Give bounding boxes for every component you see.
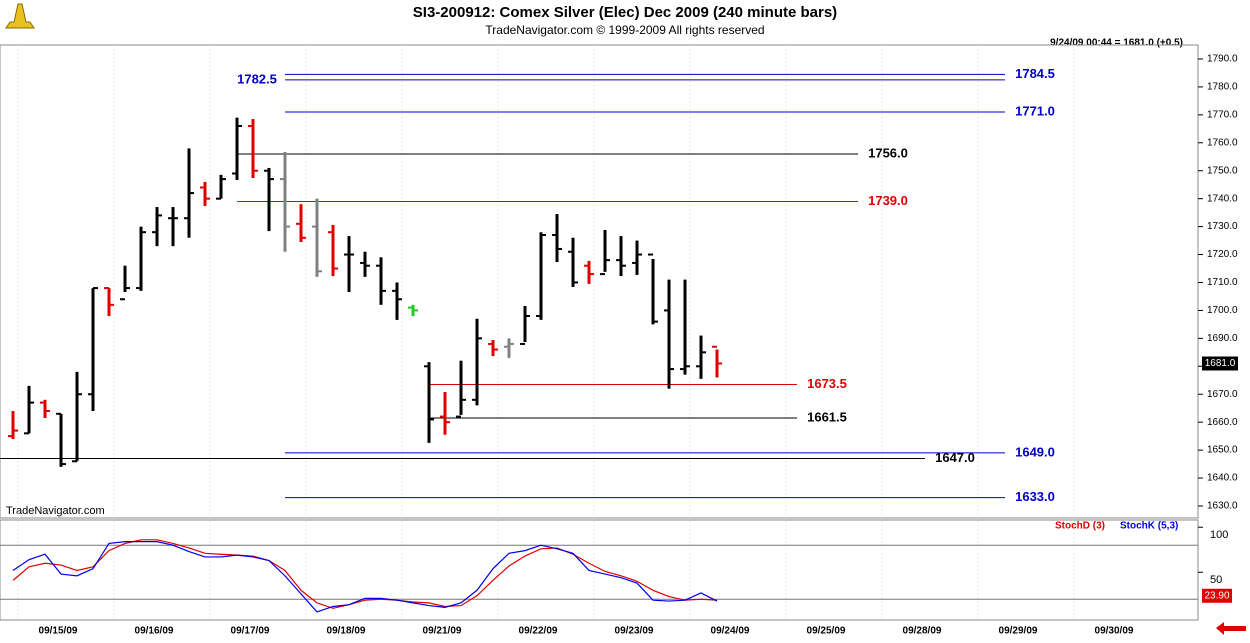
level-label: 1673.5: [807, 376, 847, 391]
y-tick-label: 1630.0: [1207, 501, 1238, 512]
status-text: 9/24/09 00:44 = 1681.0 (+0.5): [1050, 38, 1183, 49]
x-tick-label: 09/25/09: [807, 626, 846, 637]
level-label: 1771.0: [1015, 103, 1055, 118]
y-tick-label: 1640.0: [1207, 473, 1238, 484]
level-label: 1649.0: [1015, 444, 1055, 459]
x-tick-label: 09/23/09: [615, 626, 654, 637]
y-tick-label: 1720.0: [1207, 249, 1238, 260]
y-tick-label: 50: [1210, 574, 1222, 586]
y-tick-label: 1660.0: [1207, 417, 1238, 428]
last-price-box: [1202, 356, 1238, 371]
last-price-label: 1681.0: [1205, 358, 1236, 369]
x-tick-label: 09/17/09: [231, 626, 270, 637]
y-tick-label: 1740.0: [1207, 193, 1238, 204]
chart-title: SI3-200912: Comex Silver (Elec) Dec 2009…: [413, 4, 837, 21]
scroll-arrow[interactable]: [1216, 622, 1246, 635]
x-tick-label: 09/22/09: [519, 626, 558, 637]
level-label: 1782.5: [237, 71, 277, 86]
y-tick-label: 1670.0: [1207, 389, 1238, 400]
last-stoch-box: [1202, 588, 1232, 603]
stoch-line: [12, 541, 718, 613]
legend-entry: StochD (3): [1055, 521, 1105, 532]
level-label: 1739.0: [868, 193, 908, 208]
level-label: 1647.0: [935, 450, 975, 465]
level-label: 1633.0: [1015, 489, 1055, 504]
watermark: TradeNavigator.com: [6, 505, 105, 517]
logo: [5, 3, 35, 29]
x-tick-label: 09/29/09: [999, 626, 1038, 637]
x-tick-label: 09/15/09: [39, 626, 78, 637]
x-tick-label: 09/21/09: [423, 626, 462, 637]
y-tick-label: 1760.0: [1207, 137, 1238, 148]
y-tick-label: 1690.0: [1207, 333, 1238, 344]
stoch-line: [12, 539, 718, 609]
level-label: 1784.5: [1015, 66, 1055, 81]
y-tick-label: 1650.0: [1207, 445, 1238, 456]
x-tick-label: 09/16/09: [135, 626, 174, 637]
level-label: 1756.0: [868, 145, 908, 160]
last-stoch-label: 23.90: [1204, 590, 1229, 601]
y-tick-label: 1710.0: [1207, 277, 1238, 288]
level-label: 1661.5: [807, 409, 847, 424]
y-tick-label: 100: [1210, 529, 1228, 541]
x-tick-label: 09/30/09: [1095, 626, 1134, 637]
x-tick-label: 09/28/09: [903, 626, 942, 637]
chart-subtitle: TradeNavigator.com © 1999-2009 All right…: [485, 23, 764, 37]
y-tick-label: 1750.0: [1207, 165, 1238, 176]
y-tick-label: 1730.0: [1207, 221, 1238, 232]
x-tick-label: 09/24/09: [711, 626, 750, 637]
x-tick-label: 09/18/09: [327, 626, 366, 637]
y-tick-label: 1780.0: [1207, 82, 1238, 93]
legend-entry: StochK (5,3): [1120, 521, 1178, 532]
y-tick-label: 1700.0: [1207, 305, 1238, 316]
y-tick-label: 1770.0: [1207, 109, 1238, 120]
y-tick-label: 1790.0: [1207, 54, 1238, 65]
